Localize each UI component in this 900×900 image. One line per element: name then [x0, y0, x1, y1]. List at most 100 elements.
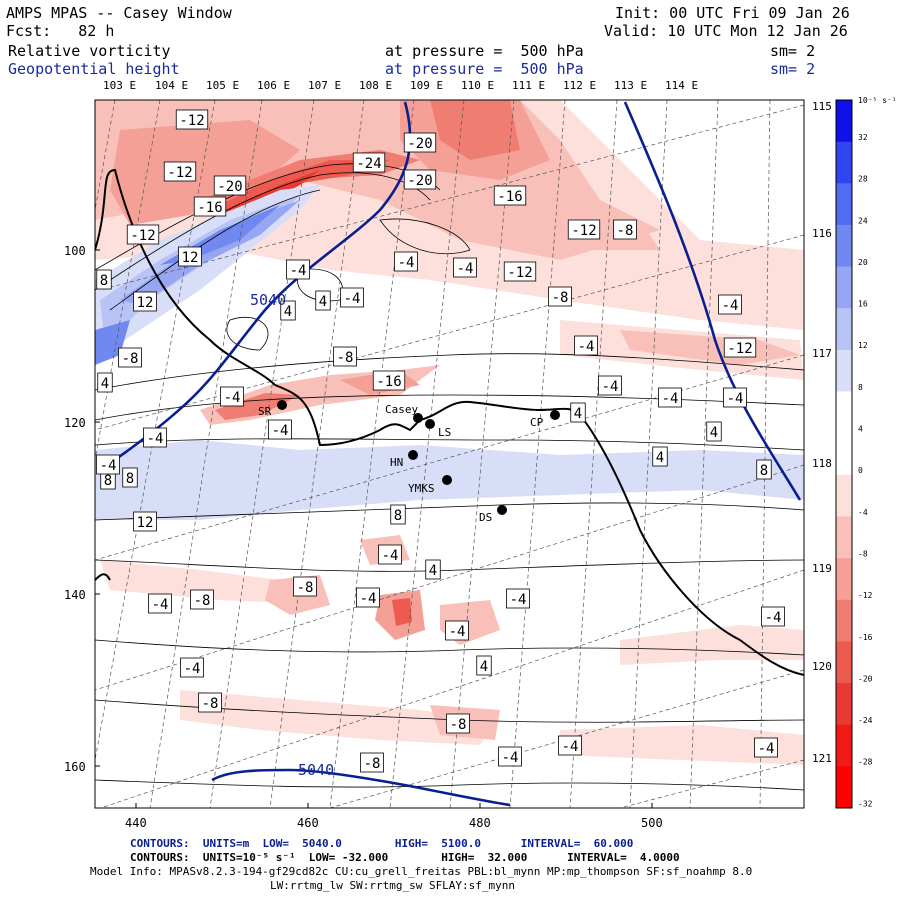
- colorbar: 32 28 24 20 16 12 8 4 0 -4 -8 -12 -16 -20 -24 -28 -32: [835, 99, 873, 809]
- lon-label-top: 105 E: [206, 79, 239, 92]
- contour-label: 4: [284, 304, 292, 320]
- station-label-ymks: YMKS: [408, 482, 435, 495]
- contour-label-box: [126, 224, 160, 245]
- contour-label-box: [390, 504, 406, 525]
- contour-label: 8: [394, 508, 402, 524]
- contour-label: -8: [202, 696, 219, 712]
- height-label: 5040: [298, 761, 334, 779]
- contour-label-box: [598, 375, 622, 396]
- footer-vorticity-contours: CONTOURS: UNITS=10⁻⁵ s⁻¹ LOW= -32.000 HI…: [130, 851, 680, 864]
- contour-label: -4: [662, 391, 679, 407]
- colorbar-swatch: [836, 599, 852, 642]
- contour-label-box: [213, 175, 247, 196]
- contour-label: -4: [224, 390, 241, 406]
- contour-label-box: [163, 161, 197, 182]
- contour-label: -16: [197, 200, 222, 216]
- colorbar-label: -8: [858, 549, 868, 558]
- contour-label: 8: [100, 273, 108, 289]
- station-dot-casey: [413, 413, 423, 423]
- contour-label: -8: [450, 717, 467, 733]
- contour-label: -4: [602, 379, 619, 395]
- contour-label-box: [122, 467, 138, 488]
- contour-label-box: [706, 421, 722, 442]
- contour-label: -4: [578, 339, 595, 355]
- contour-label-box: [356, 587, 380, 608]
- contour-label: 12: [137, 295, 154, 311]
- field1-name: Relative vorticity: [8, 42, 171, 60]
- contour-label: 4: [101, 376, 109, 392]
- colorbar-swatch: [836, 766, 852, 809]
- contour-label: -12: [727, 341, 752, 357]
- contour-label-box: [96, 454, 120, 475]
- colorbar-swatch: [836, 474, 852, 517]
- station-label-sr: SR: [258, 405, 272, 418]
- station-dot-ds: [497, 505, 507, 515]
- contour-label: -4: [272, 423, 289, 439]
- field1-level: at pressure = 500 hPa: [385, 42, 584, 60]
- colorbar-swatch: [836, 141, 852, 184]
- colorbar-label: 0: [858, 466, 863, 475]
- contour-label: -12: [571, 223, 596, 239]
- contour-label: -4: [457, 261, 474, 277]
- y-tick-label: 160: [64, 760, 86, 774]
- footer-model-info-2: LW:rrtmg_lw SW:rrtmg_sw SFLAY:sf_mynn: [270, 879, 516, 892]
- coastline: [95, 168, 804, 676]
- contour-label: -8: [552, 290, 569, 306]
- colorbar-frame: [835, 99, 853, 809]
- station-label-hn: HN: [390, 456, 403, 469]
- vorticity-contours: [95, 163, 804, 791]
- contour-label: -12: [130, 228, 155, 244]
- contour-label: -8: [194, 593, 211, 609]
- y-tick-label: 120: [64, 416, 86, 430]
- contour-label-box: [498, 746, 522, 767]
- contour-label: -12: [167, 165, 192, 181]
- contour-label: -4: [147, 431, 164, 447]
- contour-label-box: [506, 588, 530, 609]
- colorbar-label: -28: [858, 758, 873, 767]
- contour-label-box: [658, 387, 682, 408]
- contour-label: -4: [100, 458, 117, 474]
- contour-label: 4: [429, 563, 437, 579]
- colorbar-label: 32: [858, 133, 868, 142]
- colorbar-label: 12: [858, 341, 868, 350]
- contour-label-box: [193, 196, 227, 217]
- contour-label: -8: [617, 223, 634, 239]
- colorbar-swatch: [836, 641, 852, 684]
- colorbar-label: -16: [858, 633, 873, 642]
- contour-label-box: [268, 419, 292, 440]
- colorbar-swatch: [836, 308, 852, 351]
- contour-label: -4: [449, 624, 466, 640]
- colorbar-label: 16: [858, 300, 868, 309]
- contour-label: -8: [122, 351, 139, 367]
- contour-label: -12: [507, 265, 532, 281]
- lon-label-top: 107 E: [308, 79, 341, 92]
- colorbar-swatch: [836, 266, 852, 309]
- contour-label-box: [333, 346, 357, 367]
- contour-label: -4: [722, 298, 739, 314]
- lon-label-top: 114 E: [665, 79, 698, 92]
- contour-label-box: [96, 269, 112, 290]
- contour-label: 4: [710, 425, 718, 441]
- contour-label: -4: [562, 739, 579, 755]
- contour-label-box: [718, 294, 742, 315]
- station-dot-cp: [550, 410, 560, 420]
- contour-label-box: [286, 259, 310, 280]
- contour-label: -20: [407, 173, 432, 189]
- contour-label-box: [198, 692, 222, 713]
- colorbar-label: 4: [858, 425, 863, 434]
- contour-label-box: [178, 246, 202, 267]
- height-contours: [99, 101, 802, 807]
- contour-label: 4: [480, 659, 488, 675]
- contour-label-box: [613, 219, 637, 240]
- contour-label-box: [360, 752, 384, 773]
- contour-label: -8: [364, 756, 381, 772]
- contour-label-box: [175, 109, 209, 130]
- contour-label: -20: [407, 136, 432, 152]
- contour-label-box: [761, 606, 785, 627]
- contour-label-box: [445, 620, 469, 641]
- colorbar-swatch: [836, 183, 852, 226]
- contour-label: -12: [179, 113, 204, 129]
- colorbar-swatch: [836, 224, 852, 268]
- colorbar-swatch: [836, 349, 852, 393]
